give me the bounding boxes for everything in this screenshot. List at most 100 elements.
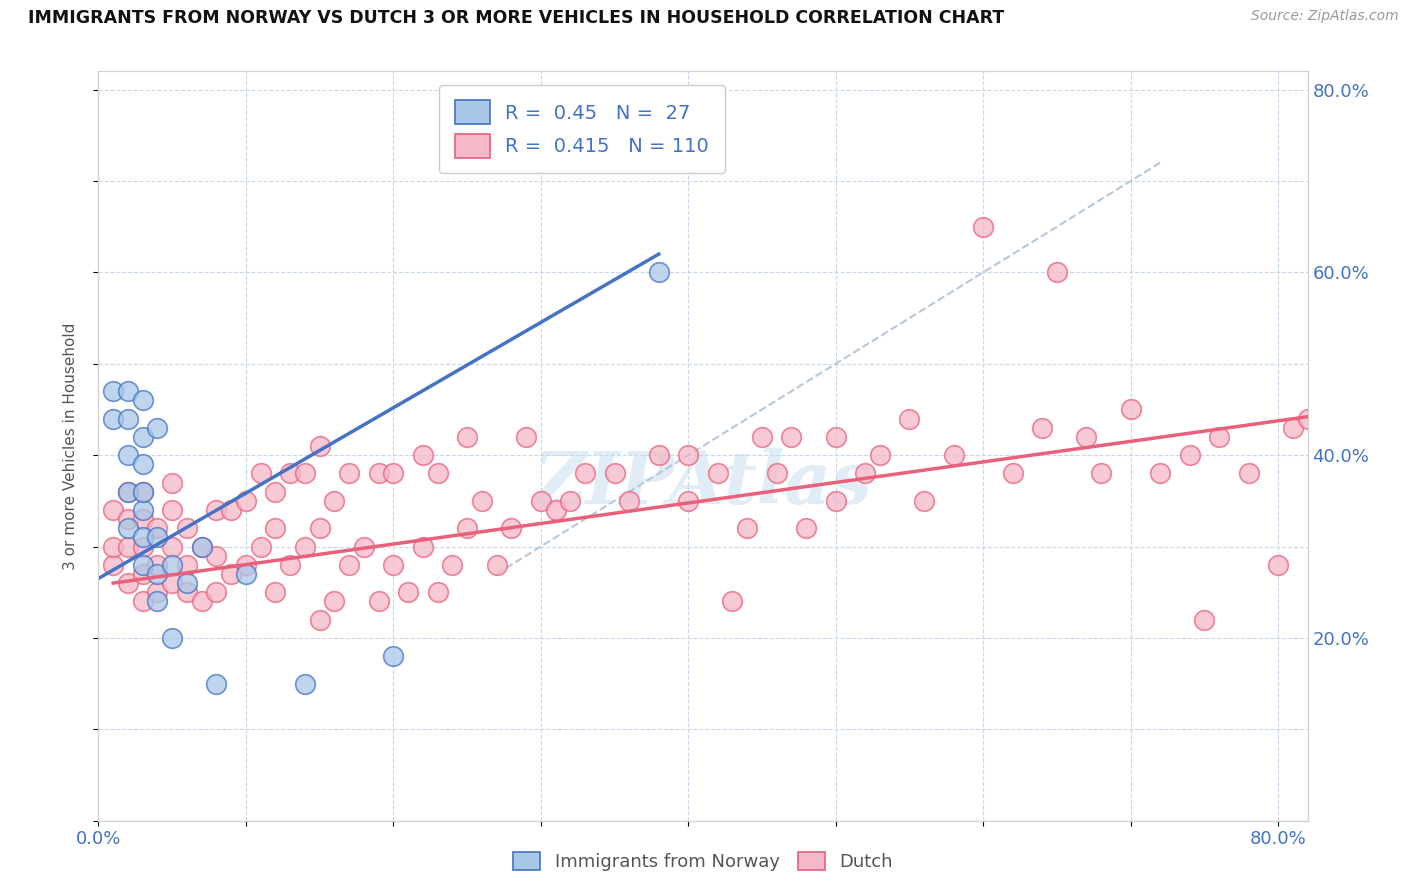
Point — [117, 512, 139, 526]
Point — [117, 448, 139, 462]
Point — [1194, 613, 1216, 627]
Point — [249, 467, 271, 481]
Point — [780, 430, 803, 444]
Point — [382, 467, 405, 481]
Point — [560, 493, 582, 508]
Point — [912, 493, 935, 508]
Point — [544, 503, 567, 517]
Point — [278, 467, 301, 481]
Text: IMMIGRANTS FROM NORWAY VS DUTCH 3 OR MORE VEHICLES IN HOUSEHOLD CORRELATION CHAR: IMMIGRANTS FROM NORWAY VS DUTCH 3 OR MOR… — [28, 9, 1004, 27]
Point — [131, 594, 153, 608]
Legend: R =  0.45   N =  27, R =  0.415   N = 110: R = 0.45 N = 27, R = 0.415 N = 110 — [440, 85, 724, 173]
Point — [337, 467, 360, 481]
Point — [146, 594, 169, 608]
Point — [190, 540, 212, 554]
Point — [648, 448, 671, 462]
Point — [441, 558, 464, 572]
Point — [101, 558, 124, 572]
Point — [176, 585, 198, 599]
Point — [146, 521, 169, 535]
Point — [308, 521, 330, 535]
Text: Source: ZipAtlas.com: Source: ZipAtlas.com — [1251, 9, 1399, 23]
Point — [869, 448, 891, 462]
Point — [323, 493, 346, 508]
Point — [101, 384, 124, 399]
Point — [794, 521, 817, 535]
Point — [485, 558, 508, 572]
Point — [235, 493, 257, 508]
Point — [131, 503, 153, 517]
Point — [530, 493, 553, 508]
Point — [131, 558, 153, 572]
Point — [205, 585, 228, 599]
Point — [1340, 585, 1362, 599]
Point — [294, 676, 316, 690]
Point — [146, 421, 169, 435]
Point — [1296, 411, 1319, 425]
Point — [942, 448, 965, 462]
Point — [219, 503, 242, 517]
Point — [146, 566, 169, 581]
Point — [721, 594, 744, 608]
Point — [205, 503, 228, 517]
Point — [1369, 430, 1392, 444]
Point — [176, 558, 198, 572]
Point — [367, 594, 389, 608]
Point — [131, 484, 153, 499]
Point — [160, 631, 183, 645]
Point — [249, 540, 271, 554]
Point — [190, 540, 212, 554]
Point — [1208, 430, 1230, 444]
Point — [117, 484, 139, 499]
Text: ZIPAtlas: ZIPAtlas — [534, 448, 872, 519]
Point — [1310, 448, 1333, 462]
Point — [426, 467, 449, 481]
Point — [1001, 467, 1024, 481]
Point — [101, 540, 124, 554]
Point — [824, 430, 846, 444]
Point — [235, 566, 257, 581]
Point — [117, 576, 139, 591]
Point — [264, 521, 287, 535]
Point — [1267, 558, 1289, 572]
Point — [101, 411, 124, 425]
Point — [131, 530, 153, 544]
Point — [205, 549, 228, 563]
Point — [1090, 467, 1112, 481]
Point — [382, 558, 405, 572]
Point — [1076, 430, 1098, 444]
Point — [1119, 402, 1142, 417]
Point — [751, 430, 773, 444]
Point — [515, 430, 537, 444]
Point — [1385, 411, 1406, 425]
Point — [308, 439, 330, 453]
Point — [117, 384, 139, 399]
Point — [1282, 421, 1305, 435]
Point — [264, 585, 287, 599]
Point — [603, 467, 626, 481]
Point — [412, 448, 434, 462]
Point — [396, 585, 419, 599]
Point — [219, 566, 242, 581]
Point — [190, 594, 212, 608]
Point — [131, 540, 153, 554]
Point — [278, 558, 301, 572]
Legend: Immigrants from Norway, Dutch: Immigrants from Norway, Dutch — [506, 845, 900, 879]
Point — [131, 484, 153, 499]
Point — [426, 585, 449, 599]
Point — [264, 484, 287, 499]
Point — [117, 521, 139, 535]
Point — [501, 521, 523, 535]
Point — [1031, 421, 1053, 435]
Point — [337, 558, 360, 572]
Point — [574, 467, 596, 481]
Point — [117, 540, 139, 554]
Point — [824, 493, 846, 508]
Point — [131, 512, 153, 526]
Point — [1237, 467, 1260, 481]
Point — [160, 558, 183, 572]
Point — [382, 649, 405, 664]
Point — [353, 540, 375, 554]
Point — [412, 540, 434, 554]
Point — [367, 467, 389, 481]
